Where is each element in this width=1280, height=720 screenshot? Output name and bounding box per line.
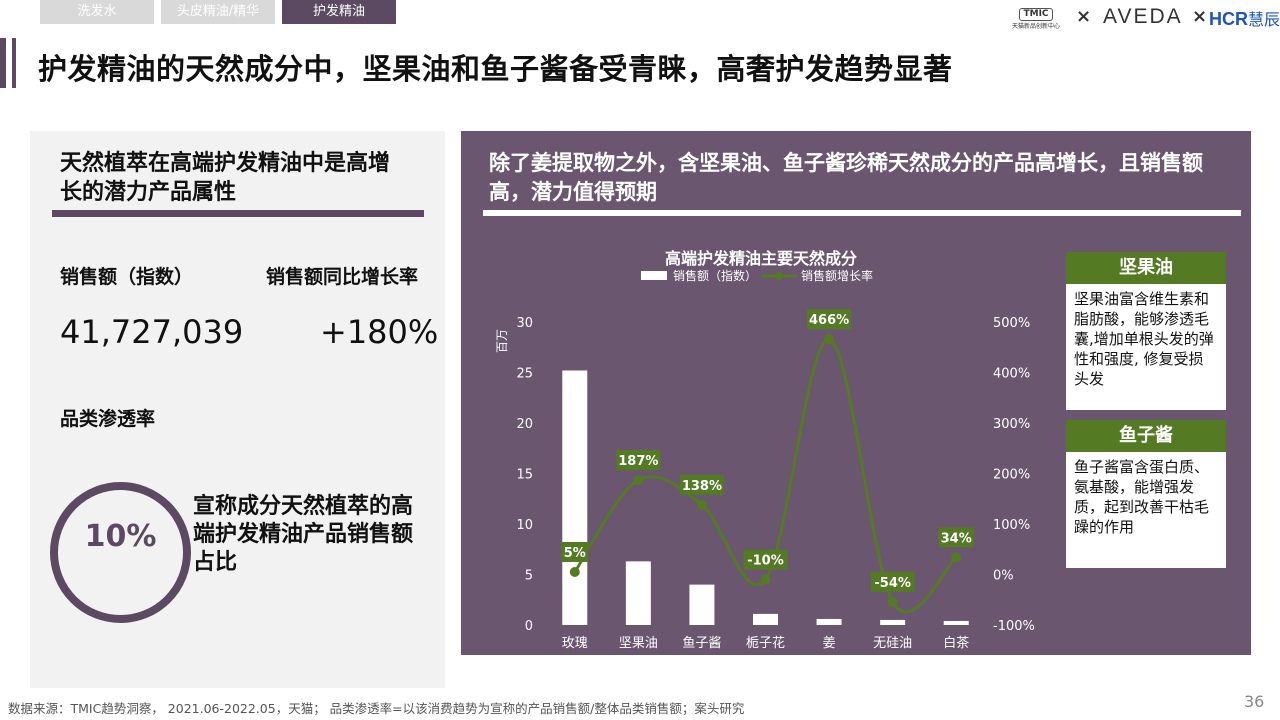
data-label: -54% — [874, 576, 911, 591]
growth-point-玫瑰 — [569, 566, 580, 577]
bar-姜 — [816, 618, 842, 625]
y-left-tick-label: 20 — [516, 417, 533, 432]
heading-underline — [483, 210, 1241, 216]
data-label-box — [807, 309, 852, 330]
bar-鱼子酱 — [689, 584, 715, 625]
data-label-box — [870, 571, 915, 592]
bar-栀子花 — [753, 613, 778, 625]
bar-白茶 — [943, 620, 969, 625]
y-right-tick-label: -100% — [993, 619, 1035, 634]
growth-label: 销售额同比增长率 — [266, 266, 419, 288]
data-label: 466% — [809, 313, 849, 328]
penetration-ring — [50, 482, 191, 623]
sales-label: 销售额（指数） — [60, 266, 194, 288]
x-tick-label: 栀子花 — [746, 635, 785, 651]
title-accent-bar — [0, 38, 6, 88]
x-tick-label: 玫瑰 — [562, 635, 588, 651]
penetration-description: 宣称成分天然植萃的高端护发精油产品销售额占比 — [193, 494, 414, 575]
growth-point-白茶 — [951, 552, 962, 563]
heading-underline — [52, 210, 424, 217]
data-label-box — [679, 474, 724, 495]
x-tick-label: 无硅油 — [873, 636, 912, 651]
note-body-nut-oil: 坚果油富含维生素和脂肪酸，能够渗透毛囊,增加单根头发的弹性和强度, 修复受损头发 — [1066, 284, 1226, 410]
y-left-unit-label: 百万 — [495, 329, 509, 353]
growth-point-无硅油 — [887, 596, 898, 607]
data-label-box — [616, 450, 661, 471]
data-label-box — [938, 527, 974, 548]
data-label: 5% — [564, 546, 586, 561]
growth-point-姜 — [824, 334, 835, 345]
y-left-tick-label: 10 — [516, 518, 533, 533]
y-right-tick-label: 400% — [993, 367, 1030, 382]
summary-panel: 天然植萃在高端护发精油中是高增长的潜力产品属性 销售额（指数） 销售额同比增长率… — [30, 131, 445, 688]
page-title: 护发精油的天然成分中，坚果油和鱼子酱备受青睐，高奢护发趋势显著 — [38, 52, 953, 86]
note-title-caviar: 鱼子酱 — [1066, 420, 1226, 452]
growth-point-坚果油 — [633, 475, 644, 486]
aveda-logo: AVEDA — [1103, 5, 1183, 28]
tab-scalp-oil[interactable]: 头皮精油/精华 — [161, 0, 275, 24]
y-right-tick-label: 100% — [993, 518, 1030, 533]
data-label: 187% — [618, 454, 658, 469]
legend-marker-growth — [775, 272, 783, 280]
title-accent-bar — [12, 38, 16, 88]
y-right-tick-label: 500% — [993, 316, 1030, 331]
growth-point-鱼子酱 — [696, 499, 707, 510]
tmic-logo: TMIC 天猫新品创新中心 — [1011, 8, 1060, 30]
legend-label-growth: 销售额增长率 — [801, 268, 873, 283]
data-label-box — [561, 541, 589, 562]
tab-shampoo[interactable]: 洗发水 — [40, 0, 154, 24]
sales-value: 41,727,039 — [60, 313, 244, 351]
penetration-value: 10% — [84, 519, 157, 554]
note-body-caviar: 鱼子酱富含蛋白质、氨基酸，能增强发质，起到改善干枯毛躁的作用 — [1066, 452, 1226, 568]
data-label: 34% — [941, 531, 972, 546]
y-left-tick-label: 25 — [516, 367, 533, 382]
y-right-tick-label: 300% — [993, 417, 1030, 432]
data-label: 138% — [682, 479, 722, 494]
x-tick-label: 白茶 — [943, 635, 969, 651]
chart-panel: 除了姜提取物之外，含坚果油、鱼子酱珍稀天然成分的产品高增长，且销售额高，潜力值得… — [461, 131, 1251, 655]
y-left-tick-label: 5 — [525, 569, 533, 584]
summary-heading: 天然植萃在高端护发精油中是高增长的潜力产品属性 — [60, 151, 391, 205]
tab-hair-oil[interactable]: 护发精油 — [282, 0, 396, 24]
data-label-box — [743, 549, 788, 570]
y-right-tick-label: 0% — [993, 569, 1014, 584]
legend-swatch-sales — [641, 271, 667, 280]
source-footnote: 数据来源：TMIC趋势洞察， 2021.06-2022.05，天猫； 品类渗透率… — [8, 701, 745, 716]
penetration-label: 品类渗透率 — [60, 408, 156, 430]
y-right-tick-label: 200% — [993, 468, 1030, 483]
y-left-tick-label: 0 — [525, 619, 533, 634]
note-title-nut-oil: 坚果油 — [1066, 252, 1226, 284]
legend-label-sales: 销售额（指数） — [673, 268, 757, 283]
y-left-tick-label: 30 — [516, 316, 533, 331]
data-label: -10% — [747, 554, 784, 569]
x-tick-label: 姜 — [823, 636, 836, 651]
x-tick-label: 鱼子酱 — [682, 635, 721, 651]
growth-value: +180% — [320, 313, 439, 351]
growth-point-栀子花 — [760, 574, 771, 585]
chart-panel-heading: 除了姜提取物之外，含坚果油、鱼子酱珍稀天然成分的产品高增长，且销售额高，潜力值得… — [489, 151, 1203, 204]
bar-玫瑰 — [562, 370, 588, 625]
page-number: 36 — [1244, 692, 1265, 711]
bar-坚果油 — [625, 561, 651, 625]
y-left-tick-label: 15 — [516, 468, 533, 483]
hcr-logo: HCR慧辰 — [1209, 9, 1280, 29]
chart-title: 高端护发精油主要天然成分 — [664, 249, 857, 268]
times-icon: × — [1192, 6, 1208, 27]
bar-无硅油 — [880, 619, 906, 625]
x-tick-label: 坚果油 — [619, 636, 658, 651]
times-icon: × — [1076, 6, 1092, 27]
